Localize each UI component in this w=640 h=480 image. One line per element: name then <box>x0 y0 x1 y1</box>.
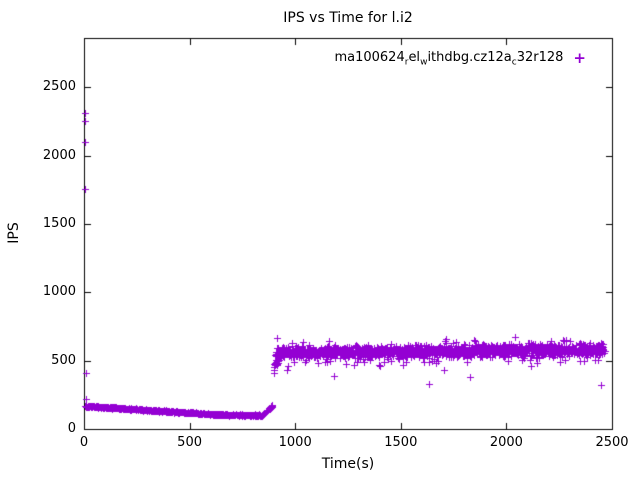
y-tick-label: 1500 <box>42 215 76 231</box>
legend-text-segment: ma100624 <box>334 50 405 65</box>
x-axis-label: Time(s) <box>321 456 375 472</box>
x-tick-label: 500 <box>177 435 203 450</box>
legend-text-segment: 32r128 <box>516 50 564 65</box>
y-tick-label: 1000 <box>42 284 76 300</box>
x-tick-label: 2000 <box>489 435 523 450</box>
legend-text-segment: ithdbg.cz12a <box>427 50 512 65</box>
y-tick-label: 2000 <box>42 147 76 163</box>
y-tick-label: 2500 <box>42 79 76 95</box>
x-tick-label: 1500 <box>384 435 418 450</box>
legend: ma100624relwithdbg.cz12ac32r128 + <box>334 50 586 68</box>
legend-subscript: w <box>420 57 428 68</box>
y-tick-label: 0 <box>67 421 76 436</box>
x-tick-label: 2500 <box>595 435 629 450</box>
legend-text-segment: el <box>408 50 421 65</box>
chart-title: IPS vs Time for l.i2 <box>283 10 413 26</box>
y-tick-label: 500 <box>51 352 76 368</box>
x-tick-label: 0 <box>79 435 89 450</box>
y-axis-label: IPS <box>6 222 22 244</box>
legend-subscript: r <box>404 57 409 68</box>
legend-entry-label: ma100624relwithdbg.cz12ac32r128 <box>334 50 563 68</box>
legend-plus-marker: + <box>573 49 586 68</box>
x-tick-label: 1000 <box>278 435 312 450</box>
legend-subscript: c <box>511 57 517 68</box>
